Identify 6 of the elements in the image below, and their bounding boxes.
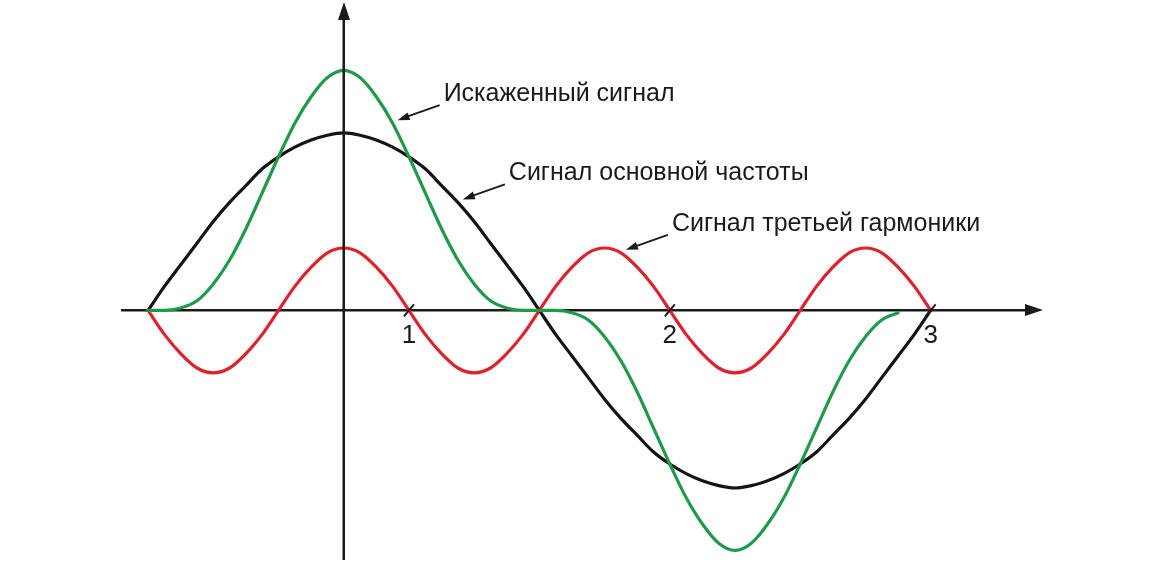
series-label: Сигнал третьей гармоники	[671, 207, 981, 236]
text: Искаженный сигнал	[443, 78, 675, 107]
x-tick-label: 3	[923, 319, 938, 350]
series-label: Сигнал основной частоты	[508, 157, 809, 186]
x-tick-label: 1	[401, 319, 417, 350]
x-tick-label: 2	[662, 319, 678, 350]
